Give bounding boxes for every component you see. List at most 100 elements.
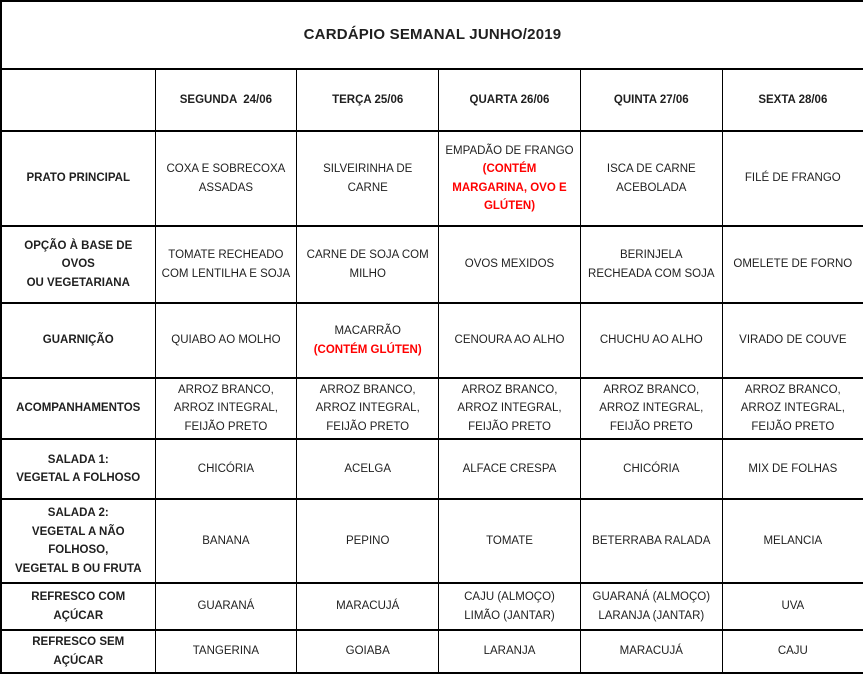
menu-item-text: TOMATE <box>486 534 533 547</box>
menu-cell: ISCA DE CARNE ACEBOLADA <box>579 130 723 227</box>
menu-cell: OVOS MEXIDOS <box>438 225 581 304</box>
menu-cell: ARROZ BRANCO, ARROZ INTEGRAL, FEIJÃO PRE… <box>296 376 440 441</box>
allergen-warning-text: (CONTÉM MARGARINA, OVO E GLÚTEN) <box>452 163 570 212</box>
menu-cell: LARANJA <box>438 629 581 674</box>
menu-item-text: EMPADÃO DE FRANGO <box>445 144 574 157</box>
menu-item-text: TANGERINA <box>192 645 260 658</box>
day-header-2: TERÇA 25/06 <box>296 68 440 132</box>
menu-cell: MIX DE FOLHAS <box>721 438 863 501</box>
menu-item-text: BANANA <box>202 534 250 547</box>
corner-cell <box>0 68 156 132</box>
menu-row-7: REFRESCO SEM AÇÚCAR TANGERINA GOIABA LARANJ… <box>0 629 863 674</box>
row-label: SALADA 1: VEGETAL A FOLHOSO <box>0 438 156 501</box>
menu-item-text: CHICÓRIA <box>197 462 255 475</box>
menu-item-text: MACARRÃO <box>334 325 401 338</box>
menu-cell: TOMATE RECHEADO COM LENTILHA E SOJA <box>154 225 298 304</box>
menu-row-2: GUARNIÇÃO QUIABO AO MOLHO MACARRÃO (CONTÉM … <box>0 302 863 379</box>
menu-item-text: FILÉ DE FRANGO <box>744 172 841 185</box>
menu-cell: MACARRÃO (CONTÉM GLÚTEN) <box>296 302 440 379</box>
menu-item-text: GOIABA <box>345 645 390 658</box>
menu-cell: QUIABO AO MOLHO <box>154 302 298 379</box>
menu-cell: MELANCIA <box>721 498 863 585</box>
menu-cell: GOIABA <box>296 629 440 674</box>
row-label: REFRESCO SEM AÇÚCAR <box>0 629 156 674</box>
day-header-4: QUINTA 27/06 <box>579 68 723 132</box>
menu-item-text: CAJU (ALMOÇO) LIMÃO (JANTAR) <box>464 591 555 622</box>
menu-item-text: ACELGA <box>344 462 392 475</box>
row-label: PRATO PRINCIPAL <box>0 130 156 227</box>
menu-cell: BETERRABA RALADA <box>579 498 723 585</box>
menu-item-text: BERINJELA RECHEADA COM SOJA <box>588 249 715 280</box>
menu-item-text: ARROZ BRANCO, ARROZ INTEGRAL, FEIJÃO PRE… <box>457 384 565 433</box>
menu-item-text: PEPINO <box>345 534 390 547</box>
page-title: CARDÁPIO SEMANAL JUNHO/2019 <box>0 0 863 70</box>
title-row: CARDÁPIO SEMANAL JUNHO/2019 <box>0 0 863 70</box>
menu-item-text: VIRADO DE COUVE <box>739 334 847 347</box>
menu-cell: ARROZ BRANCO, ARROZ INTEGRAL, FEIJÃO PRE… <box>154 376 298 441</box>
menu-item-text: LARANJA <box>483 645 536 658</box>
menu-cell: EMPADÃO DE FRANGO (CONTÉM MARGARINA, OVO … <box>438 130 581 227</box>
menu-cell: MARACUJÁ <box>579 629 723 674</box>
row-label: ACOMPANHAMENTOS <box>0 376 156 441</box>
day-header-1: SEGUNDA 24/06 <box>154 68 298 132</box>
menu-item-text: CAJU <box>777 645 808 658</box>
menu-cell: ARROZ BRANCO, ARROZ INTEGRAL, FEIJÃO PRE… <box>438 376 581 441</box>
menu-row-6: REFRESCO COM AÇÚCAR GUARANÁ MARACUJÁ CAJU (… <box>0 582 863 632</box>
menu-cell: OMELETE DE FORNO <box>721 225 863 304</box>
menu-item-text: ARROZ BRANCO, ARROZ INTEGRAL, FEIJÃO PRE… <box>599 384 707 433</box>
menu-item-text: COXA E SOBRECOXA ASSADAS <box>166 163 288 194</box>
menu-cell: UVA <box>721 582 863 632</box>
menu-cell: PEPINO <box>296 498 440 585</box>
row-label: GUARNIÇÃO <box>0 302 156 379</box>
menu-cell: CAJU <box>721 629 863 674</box>
menu-cell: TOMATE <box>438 498 581 585</box>
menu-cell: CARNE DE SOJA COM MILHO <box>296 225 440 304</box>
menu-item-text: GUARANÁ (ALMOÇO) LARANJA (JANTAR) <box>592 591 711 622</box>
menu-item-text: ALFACE CRESPA <box>462 462 557 475</box>
menu-cell: MARACUJÁ <box>296 582 440 632</box>
day-header-row: SEGUNDA 24/06 TERÇA 25/06 QUARTA 26/06 QUIN… <box>0 68 863 132</box>
menu-cell: ARROZ BRANCO, ARROZ INTEGRAL, FEIJÃO PRE… <box>721 376 863 441</box>
menu-item-text: ARROZ BRANCO, ARROZ INTEGRAL, FEIJÃO PRE… <box>315 384 423 433</box>
menu-cell: FILÉ DE FRANGO <box>721 130 863 227</box>
menu-item-text: QUIABO AO MOLHO <box>171 334 281 347</box>
day-header-3: QUARTA 26/06 <box>438 68 581 132</box>
menu-item-text: ISCA DE CARNE ACEBOLADA <box>606 163 699 194</box>
menu-cell: ACELGA <box>296 438 440 501</box>
menu-item-text: ARROZ BRANCO, ARROZ INTEGRAL, FEIJÃO PRE… <box>173 384 282 433</box>
menu-item-text: MELANCIA <box>763 534 823 547</box>
menu-cell: BANANA <box>154 498 298 585</box>
menu-cell: TANGERINA <box>154 629 298 674</box>
row-label: SALADA 2: VEGETAL A NÃO FOLHOSO, VEGETAL… <box>0 498 156 585</box>
menu-item-text: MIX DE FOLHAS <box>748 462 838 475</box>
menu-cell: VIRADO DE COUVE <box>721 302 863 379</box>
menu-item-text: TOMATE RECHEADO COM LENTILHA E SOJA <box>161 249 291 280</box>
menu-item-text: GUARANÁ <box>197 600 255 613</box>
menu-item-text: CENOURA AO ALHO <box>454 334 565 347</box>
menu-cell: ALFACE CRESPA <box>438 438 581 501</box>
menu-item-text: ARROZ BRANCO, ARROZ INTEGRAL, FEIJÃO PRE… <box>740 384 849 433</box>
menu-item-text: MARACUJÁ <box>619 645 683 658</box>
menu-cell: CAJU (ALMOÇO) LIMÃO (JANTAR) <box>438 582 581 632</box>
menu-cell: COXA E SOBRECOXA ASSADAS <box>154 130 298 227</box>
menu-cell: BERINJELA RECHEADA COM SOJA <box>579 225 723 304</box>
menu-row-1: OPÇÃO À BASE DE OVOS OU VEGETARIANA TOMAT… <box>0 225 863 304</box>
menu-item-text: SILVEIRINHA DE CARNE <box>323 163 416 194</box>
allergen-warning-text: (CONTÉM GLÚTEN) <box>313 343 422 356</box>
menu-cell: CHICÓRIA <box>579 438 723 501</box>
menu-row-3: ACOMPANHAMENTOS ARROZ BRANCO, ARROZ INTEG… <box>0 376 863 441</box>
menu-item-text: CARNE DE SOJA COM MILHO <box>306 249 432 280</box>
menu-cell: SILVEIRINHA DE CARNE <box>296 130 440 227</box>
menu-item-text: UVA <box>781 600 805 613</box>
menu-item-text: OVOS MEXIDOS <box>464 258 555 271</box>
menu-cell: CENOURA AO ALHO <box>438 302 581 379</box>
menu-cell: GUARANÁ (ALMOÇO) LARANJA (JANTAR) <box>579 582 723 632</box>
menu-cell: CHICÓRIA <box>154 438 298 501</box>
menu-cell: CHUCHU AO ALHO <box>579 302 723 379</box>
day-header-5: SEXTA 28/06 <box>721 68 863 132</box>
menu-item-text: CHUCHU AO ALHO <box>599 334 703 347</box>
menu-cell: GUARANÁ <box>154 582 298 632</box>
menu-item-text: OMELETE DE FORNO <box>733 258 853 271</box>
menu-item-text: MARACUJÁ <box>336 600 400 613</box>
